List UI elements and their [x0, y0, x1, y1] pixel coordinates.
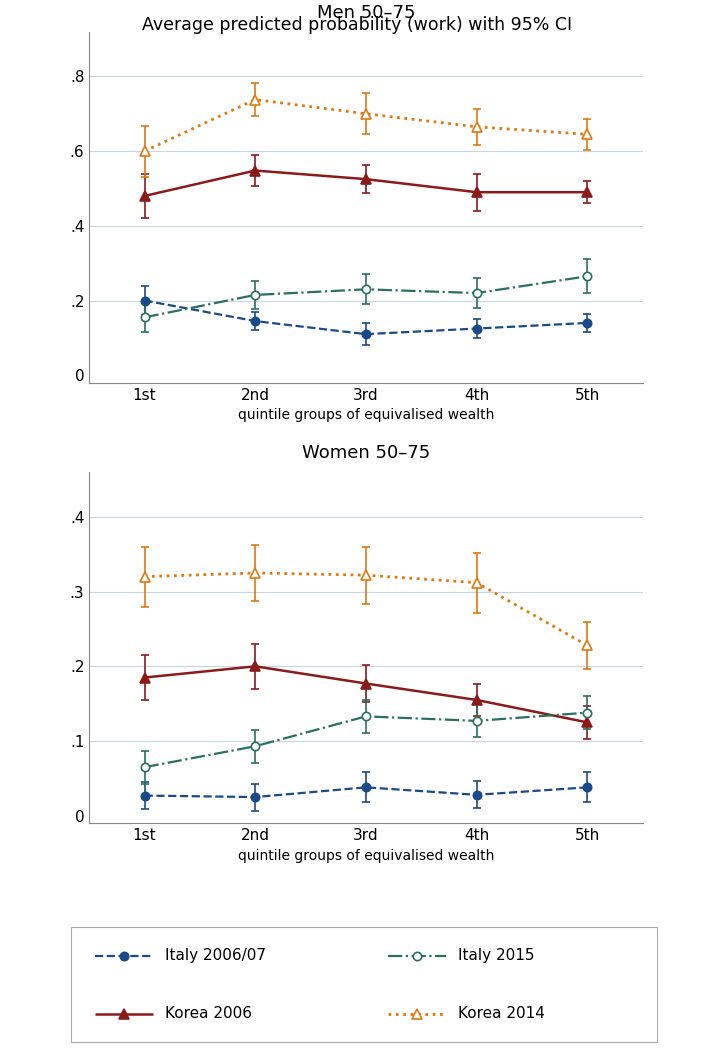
Title: Men 50–75: Men 50–75	[317, 4, 415, 22]
Text: Korea 2006: Korea 2006	[165, 1006, 252, 1021]
X-axis label: quintile groups of equivalised wealth: quintile groups of equivalised wealth	[238, 849, 494, 862]
X-axis label: quintile groups of equivalised wealth: quintile groups of equivalised wealth	[238, 409, 494, 422]
Text: Italy 2015: Italy 2015	[458, 948, 534, 963]
Text: Korea 2014: Korea 2014	[458, 1006, 545, 1021]
Text: Italy 2006/07: Italy 2006/07	[165, 948, 266, 963]
Title: Women 50–75: Women 50–75	[302, 444, 430, 462]
Text: Average predicted probability (work) with 95% CI: Average predicted probability (work) wit…	[142, 16, 572, 34]
